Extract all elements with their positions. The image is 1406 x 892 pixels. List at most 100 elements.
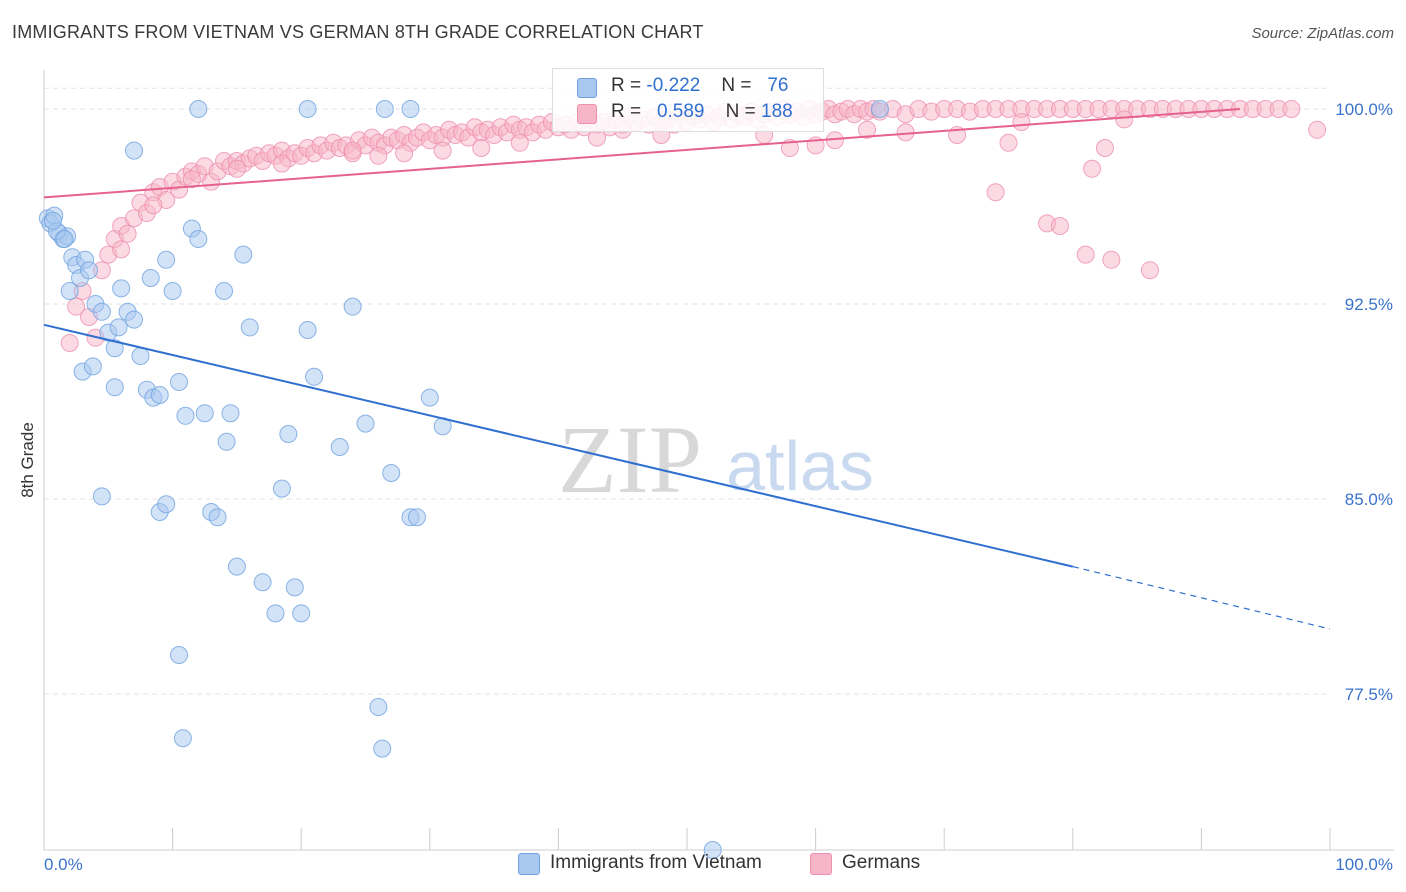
watermark-zip: ZIP <box>558 406 702 513</box>
x-tick-label: 0.0% <box>44 855 83 874</box>
germans-point <box>182 170 201 189</box>
germans-point <box>858 120 877 139</box>
watermark-atlas: atlas <box>726 427 874 505</box>
germans-point <box>1282 100 1301 118</box>
vietnam-point <box>305 367 324 386</box>
vietnam-point <box>272 479 291 498</box>
vietnam-point <box>208 508 227 527</box>
vietnam-point <box>105 378 124 397</box>
germans-point <box>227 159 246 178</box>
germans-point <box>1012 113 1031 131</box>
trend-lines <box>43 108 1331 630</box>
germans-point <box>1140 261 1159 280</box>
germans-point <box>1308 120 1327 139</box>
legend-swatch-germans <box>577 104 597 124</box>
legend-n-label: N = <box>721 75 752 96</box>
vietnam-point <box>195 404 214 423</box>
vietnam-point <box>189 230 208 248</box>
source-label: Source: ZipAtlas.com <box>1251 25 1394 42</box>
germans-point <box>369 146 388 165</box>
vietnam-point <box>292 604 311 623</box>
vietnam-point <box>407 508 426 527</box>
germans-point <box>986 183 1005 202</box>
vietnam-point <box>92 487 111 506</box>
vietnam-point <box>401 100 420 118</box>
germans-trend-line <box>43 108 1241 199</box>
legend-n-value: 76 <box>767 75 789 96</box>
vietnam-point <box>105 339 124 358</box>
legend-n-label: N = <box>725 101 756 122</box>
y-tick-label: 77.5% <box>1345 685 1393 704</box>
tick-labels: 77.5% 85.0% 92.5% 100.0% 0.0% 100.0% <box>44 100 1393 874</box>
vietnam-point <box>131 347 150 365</box>
vietnam-point <box>266 604 285 623</box>
vietnam-point <box>215 282 234 300</box>
vietnam-point <box>80 261 99 280</box>
germans-point <box>1102 250 1121 269</box>
germans-point <box>343 141 362 160</box>
vietnam-point <box>279 425 298 443</box>
x-tick-label: 100.0% <box>1335 855 1393 874</box>
germans-point <box>67 297 86 316</box>
vietnam-point <box>173 729 192 748</box>
germans-point <box>118 224 137 243</box>
bottom-legend-label-germans: Germans <box>842 852 921 873</box>
vietnam-point <box>170 373 189 391</box>
vietnam-point <box>170 646 189 664</box>
legend-n-value: 188 <box>761 101 793 122</box>
germans-point <box>1083 159 1102 178</box>
chart-title: IMMIGRANTS FROM VIETNAM VS GERMAN 8TH GR… <box>12 22 704 42</box>
germans-point <box>999 133 1018 152</box>
germans-point <box>1076 245 1095 264</box>
bottom-legend-swatch-vietnam <box>518 853 540 875</box>
vietnam-point <box>189 100 208 118</box>
vietnam-point <box>253 573 272 592</box>
germans-point <box>510 133 529 152</box>
germans-point <box>112 240 131 259</box>
vietnam-point <box>870 100 889 118</box>
vietnam-point <box>227 557 246 576</box>
germans-point <box>60 334 79 352</box>
vietnam-point <box>703 841 722 859</box>
vietnam-point <box>176 406 195 425</box>
vietnam-point <box>157 250 176 269</box>
vietnam-point <box>298 321 317 339</box>
vietnam-point <box>356 414 375 433</box>
vietnam-point <box>125 310 144 329</box>
legend-r-label: R = <box>611 101 642 122</box>
vietnam-point <box>373 739 392 758</box>
vietnam-point <box>112 279 131 298</box>
bottom-legend-label-vietnam: Immigrants from Vietnam <box>550 852 762 873</box>
bottom-legend-swatch-germans <box>810 853 832 875</box>
vietnam-point <box>420 388 439 407</box>
vietnam-point <box>298 100 317 118</box>
germans-point <box>472 139 491 157</box>
vietnam-point <box>375 100 394 118</box>
vietnam-point <box>141 269 160 287</box>
germans-point <box>144 196 163 215</box>
legend-r-value: 0.589 <box>656 101 705 122</box>
vietnam-point <box>150 386 169 404</box>
vietnam-point <box>382 464 401 482</box>
correlation-legend: R = -0.222 N = 76 R = 0.589 N = 188 <box>552 68 824 132</box>
axes <box>43 70 1394 851</box>
vietnam-point <box>60 282 79 300</box>
vietnam-point <box>217 432 236 451</box>
legend-r-label: R = <box>611 75 642 96</box>
vietnam-point <box>330 438 349 456</box>
germans-point <box>395 144 414 163</box>
vietnam-point <box>44 211 63 230</box>
vietnam-trend-line <box>43 323 1074 568</box>
vietnam-point <box>55 230 74 248</box>
vietnam-point <box>234 245 253 264</box>
y-tick-label: 100.0% <box>1335 100 1393 119</box>
germans-point <box>780 139 799 157</box>
y-tick-label: 92.5% <box>1345 295 1393 314</box>
germans-point <box>1095 139 1114 157</box>
vietnam-point <box>285 578 304 597</box>
legend-swatch-vietnam <box>577 78 597 98</box>
gridlines <box>44 87 1330 695</box>
germans-point <box>1115 110 1134 129</box>
vietnam-point <box>221 404 240 423</box>
